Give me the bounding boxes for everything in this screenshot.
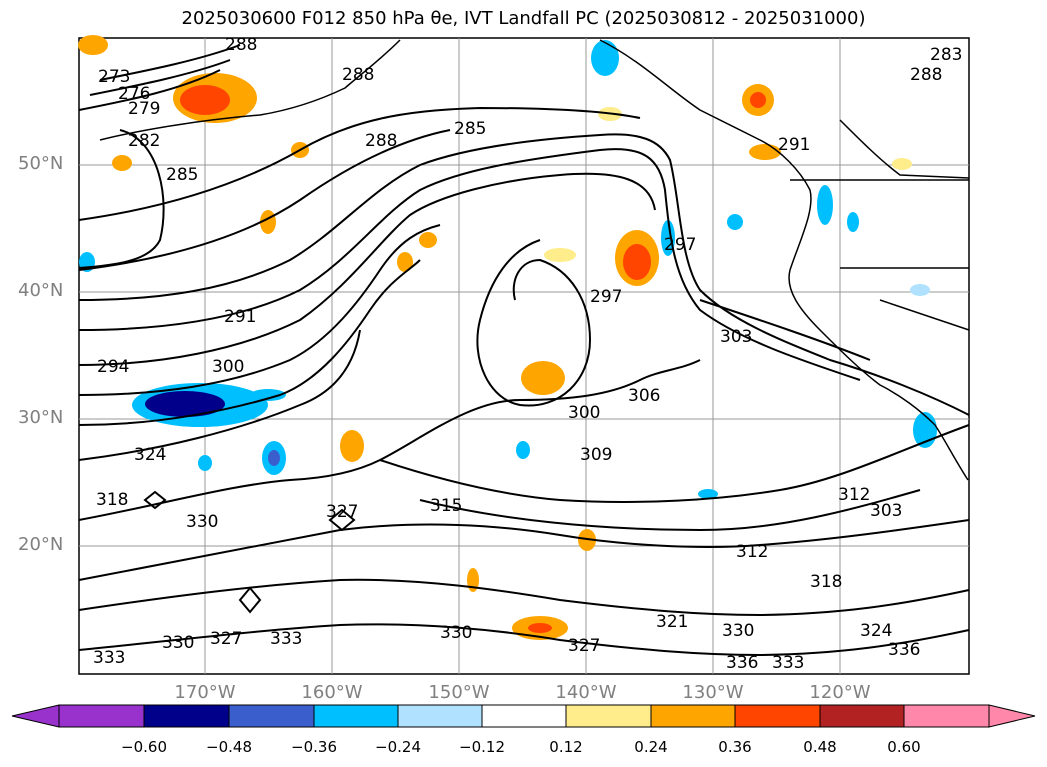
lon-label-150w: 150°W [428,682,490,703]
contour-label: 291 [224,307,256,327]
colorbar-cell [903,704,990,728]
contour-label: 288 [342,65,374,85]
lon-label-160w: 160°W [301,682,363,703]
map-title: 2025030600 F012 850 hPa θe, IVT Landfall… [181,8,866,29]
lon-label-120w: 120°W [809,682,871,703]
colorbar-cell [228,704,315,728]
contour-label: 318 [810,572,842,592]
contour-label: 300 [212,357,244,377]
colorbar-tick: 0.60 [887,738,921,756]
contour-label: 333 [270,629,302,649]
contour-label: 282 [128,131,160,151]
contour-label: 285 [454,119,486,139]
contour-label: 324 [860,621,892,641]
colorbar-cell [397,704,483,728]
lat-label-30n: 30°N [18,407,64,428]
contour-label: 273 [98,67,130,87]
contour-label: 336 [726,653,758,673]
lat-label-40n: 40°N [18,280,64,301]
contour-label: 303 [870,501,902,521]
colorbar-cell [565,704,652,728]
contour-label: 279 [128,99,160,119]
contour-label: 303 [720,327,752,347]
contour-labels: 288 273 276 279 282 285 288 285 288 291 … [93,35,962,673]
colorbar-tick: −0.48 [206,738,252,756]
contour-label: 291 [778,135,810,155]
colorbar-tick: 0.48 [803,738,837,756]
colorbar-tick: 0.24 [634,738,668,756]
colorbar-tick: −0.24 [375,738,421,756]
colorbar-cell [650,704,736,728]
contour-label: 288 [225,35,257,55]
lon-label-170w: 170°W [174,682,236,703]
contour-label: 283 [930,45,962,65]
contour-label: 321 [656,612,688,632]
colorbar-cell [58,704,145,728]
contour-label: 336 [888,640,920,660]
contour-label: 309 [580,445,612,465]
shading-negative [79,40,937,499]
contours [78,44,970,657]
contour-label: 330 [162,633,194,653]
contour-label: 276 [118,84,150,104]
lon-label-130w: 130°W [682,682,744,703]
contour-label: 288 [365,131,397,151]
contour-label: 294 [97,357,129,377]
colorbar-cell [734,704,821,728]
contour-label: 300 [568,403,600,423]
contour-label: 306 [628,386,660,406]
contour-label: 285 [166,165,198,185]
lon-label-140w: 140°W [555,682,617,703]
contour-label: 297 [664,235,696,255]
contour-label: 324 [134,445,166,465]
contour-label: 333 [93,648,125,668]
colorbar-cell [819,704,905,728]
contour-label: 330 [186,512,218,532]
contour-label: 327 [210,629,242,649]
coastlines [99,39,970,481]
contour-label: 327 [568,636,600,656]
colorbar-cell [481,704,567,728]
contour-label: 333 [772,653,804,673]
contour-label: 330 [722,621,754,641]
colorbar [11,704,1036,728]
contour-label: 288 [910,65,942,85]
colorbar-extend-left [11,704,60,728]
colorbar-tick: 0.12 [549,738,583,756]
contour-label: 312 [736,542,768,562]
contour-label: 297 [590,287,622,307]
colorbar-tick: −0.36 [291,738,337,756]
graticule [79,38,969,674]
lat-label-20n: 20°N [18,534,64,555]
colorbar-cell [313,704,399,728]
colorbar-tick: −0.12 [459,738,505,756]
colorbar-cell [143,704,230,728]
contour-label: 312 [838,485,870,505]
colorbar-extend-right [988,704,1036,728]
contour-label: 327 [326,502,358,522]
contour-label: 315 [430,496,462,516]
lat-label-50n: 50°N [18,153,64,174]
contour-label: 318 [96,490,128,510]
colorbar-tick: 0.36 [718,738,752,756]
colorbar-tick: −0.60 [121,738,167,756]
contour-label: 330 [440,623,472,643]
